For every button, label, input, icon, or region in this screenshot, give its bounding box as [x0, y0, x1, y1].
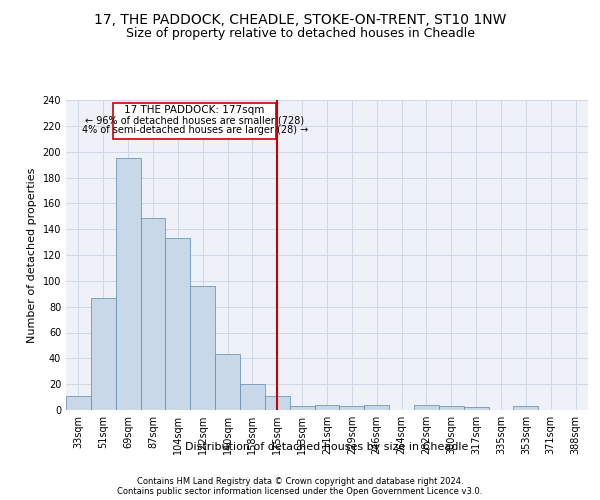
Bar: [464, 408, 488, 410]
Bar: [439, 406, 464, 410]
Bar: [215, 354, 240, 410]
Bar: [265, 396, 290, 410]
Text: Contains HM Land Registry data © Crown copyright and database right 2024.: Contains HM Land Registry data © Crown c…: [137, 476, 463, 486]
Text: Size of property relative to detached houses in Cheadle: Size of property relative to detached ho…: [125, 28, 475, 40]
Text: 17 THE PADDOCK: 177sqm: 17 THE PADDOCK: 177sqm: [124, 106, 265, 116]
Y-axis label: Number of detached properties: Number of detached properties: [27, 168, 37, 342]
Bar: [66, 396, 91, 410]
Bar: [414, 405, 439, 410]
Bar: [190, 286, 215, 410]
Bar: [364, 405, 389, 410]
FancyBboxPatch shape: [113, 102, 276, 139]
Text: 17, THE PADDOCK, CHEADLE, STOKE-ON-TRENT, ST10 1NW: 17, THE PADDOCK, CHEADLE, STOKE-ON-TRENT…: [94, 12, 506, 26]
Bar: [340, 406, 364, 410]
Bar: [166, 238, 190, 410]
Text: ← 96% of detached houses are smaller (728): ← 96% of detached houses are smaller (72…: [85, 116, 304, 126]
Bar: [514, 406, 538, 410]
Text: 4% of semi-detached houses are larger (28) →: 4% of semi-detached houses are larger (2…: [82, 124, 308, 134]
Bar: [140, 218, 166, 410]
Text: Distribution of detached houses by size in Cheadle: Distribution of detached houses by size …: [185, 442, 469, 452]
Bar: [290, 406, 314, 410]
Bar: [91, 298, 116, 410]
Bar: [240, 384, 265, 410]
Bar: [116, 158, 140, 410]
Bar: [314, 405, 340, 410]
Text: Contains public sector information licensed under the Open Government Licence v3: Contains public sector information licen…: [118, 486, 482, 496]
